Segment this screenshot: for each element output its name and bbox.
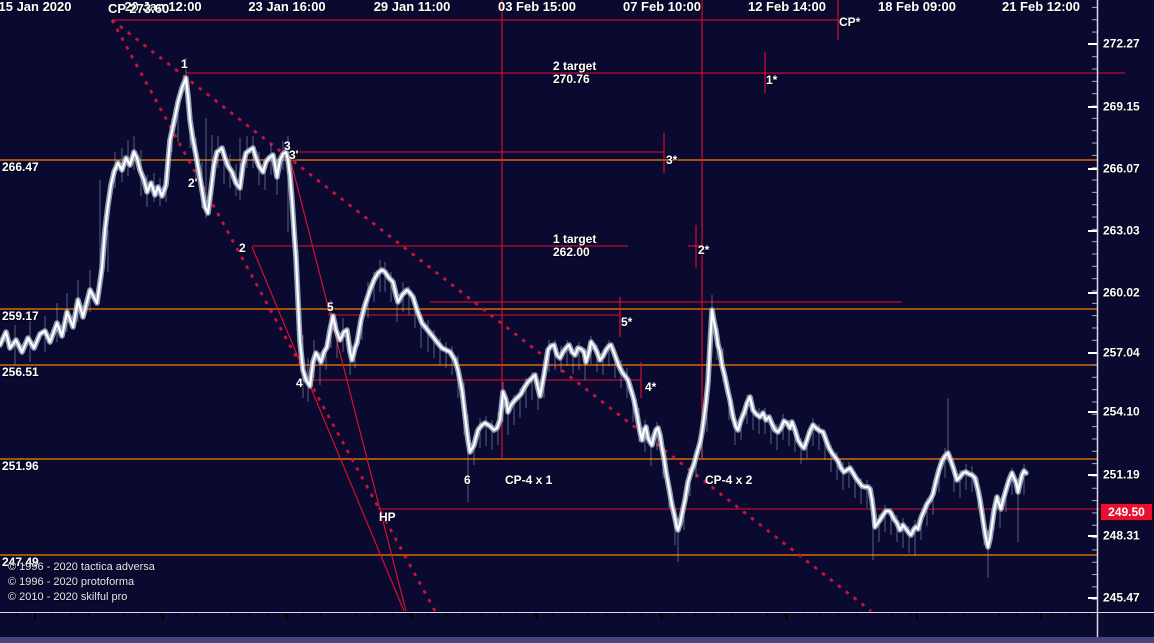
pattern-point-label-cp4x1[interactable]: CP-4 x 1 [505, 473, 553, 487]
pattern-point-label-2[interactable]: 2 [239, 241, 246, 255]
pattern-point-label-2[interactable]: 2' [188, 176, 198, 190]
level-price-label-266.47: 266.47 [2, 160, 39, 174]
copyright-line-1: © 1996 - 2020 tactica adversa [8, 561, 155, 573]
copyright-line-2: © 1996 - 2020 protoforma [8, 576, 135, 588]
dotted-trend-ray-0[interactable] [110, 19, 437, 612]
current-price-badge: 249.50 [1100, 503, 1153, 521]
pattern-point-label-4[interactable]: 4 [296, 376, 303, 390]
pattern-point-label-3[interactable]: 3* [666, 153, 678, 167]
pattern-line-18[interactable] [289, 157, 407, 612]
x-axis-label-03-feb-15-00: 03 Feb 15:00 [497, 0, 577, 14]
y-axis-label-251.19: 251.19 [1103, 467, 1140, 482]
cp-price-label[interactable]: CP 273.60 [108, 1, 170, 16]
dotted-trend-ray-1[interactable] [111, 18, 872, 613]
y-axis-label-263.03: 263.03 [1103, 223, 1140, 238]
y-axis-label-254.10: 254.10 [1103, 404, 1140, 419]
x-axis-label-23-jan-16-00: 23 Jan 16:00 [248, 0, 326, 14]
pattern-point-label-3[interactable]: 3 [284, 139, 291, 153]
level-price-label-247.49: 247.49 [2, 555, 39, 569]
y-axis-label-269.15: 269.15 [1103, 99, 1140, 114]
pattern-point-label-5[interactable]: 5* [621, 315, 633, 329]
pattern-point-label-3[interactable]: 3' [289, 148, 299, 162]
y-axis-label-266.07: 266.07 [1103, 161, 1140, 176]
pattern-point-label-hp[interactable]: HP [379, 510, 396, 524]
target-label-270.76: 2 target 270.76 [553, 59, 597, 86]
x-axis-label-07-feb-10-00: 07 Feb 10:00 [622, 0, 702, 14]
x-axis-label-12-feb-14-00: 12 Feb 14:00 [747, 0, 827, 14]
price-line [0, 76, 1028, 549]
y-axis-label-272.27: 272.27 [1103, 36, 1140, 51]
bottom-scrollbar-strip[interactable] [0, 637, 1154, 643]
y-axis-label-248.31: 248.31 [1103, 528, 1140, 543]
pattern-point-label-cp[interactable]: CP* [839, 15, 861, 29]
pattern-point-label-5[interactable]: 5 [327, 300, 334, 314]
pattern-point-label-2[interactable]: 2* [698, 243, 710, 257]
copyright-line-3: © 2010 - 2020 skilful pro [8, 591, 128, 603]
y-axis-label-257.04: 257.04 [1103, 345, 1140, 360]
pattern-point-label-6[interactable]: 6 [464, 473, 471, 487]
x-axis-label-29-jan-11-00: 29 Jan 11:00 [373, 0, 451, 14]
level-price-label-259.17: 259.17 [2, 309, 39, 323]
pattern-point-label-4[interactable]: 4* [645, 380, 657, 394]
x-axis-label-21-feb-12-00: 21 Feb 12:00 [1001, 0, 1081, 14]
target-label-262.00: 1 target 262.00 [553, 232, 597, 259]
pattern-point-label-1[interactable]: 1* [766, 73, 778, 87]
y-axis-label-245.47: 245.47 [1103, 590, 1140, 605]
pattern-line-17[interactable] [251, 246, 405, 612]
level-price-label-256.51: 256.51 [2, 365, 39, 379]
level-price-label-251.96: 251.96 [2, 459, 39, 473]
x-axis-label-20-jan-12-00: 20 Jan 12:00 [124, 0, 202, 14]
x-axis-label-15-jan-2020: 15 Jan 2020 [0, 0, 72, 14]
y-axis-label-260.02: 260.02 [1103, 285, 1140, 300]
x-axis-label-18-feb-09-00: 18 Feb 09:00 [877, 0, 957, 14]
pattern-point-label-1[interactable]: 1 [181, 57, 188, 71]
pattern-point-label-cp4x2[interactable]: CP-4 x 2 [705, 473, 753, 487]
